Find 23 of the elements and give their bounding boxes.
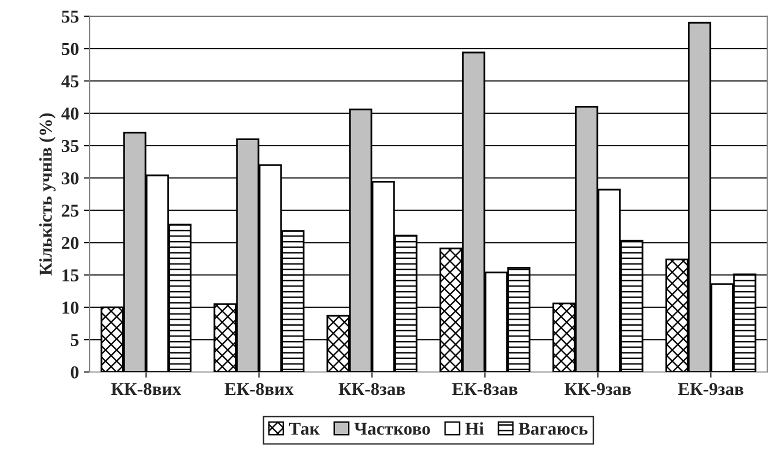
y-tick-label: 30: [62, 172, 78, 184]
legend-label: Частково: [354, 422, 430, 435]
y-tick-label: 35: [62, 140, 79, 152]
y-tick-label: 0: [70, 366, 78, 378]
x-tick-label: КК-8вих: [111, 382, 182, 396]
y-tick-label: 5: [70, 334, 79, 346]
y-tick-label: 40: [61, 108, 78, 120]
x-tick-label: ЕК-8зав: [452, 382, 518, 396]
y-tick-label: 15: [62, 269, 79, 282]
legend-label: Ні: [465, 422, 484, 435]
y-tick-label: 50: [62, 42, 78, 56]
x-tick-label: КК-8зав: [338, 382, 406, 396]
y-tick-label: 45: [61, 75, 79, 88]
legend-label: Вагаюсь: [518, 422, 588, 435]
legend-label: Так: [289, 422, 320, 435]
y-tick-label: 55: [62, 10, 79, 23]
y-tick-label: 20: [62, 236, 78, 250]
x-tick-label: ЕК-8вих: [224, 382, 294, 396]
y-tick-label: 10: [62, 302, 78, 314]
y-tick-label: 25: [62, 204, 79, 217]
x-tick-label: ЕК-9зав: [678, 382, 744, 396]
x-tick-label: КК-9зав: [564, 382, 631, 396]
y-axis-title: Кількість учнів (%): [39, 113, 56, 276]
